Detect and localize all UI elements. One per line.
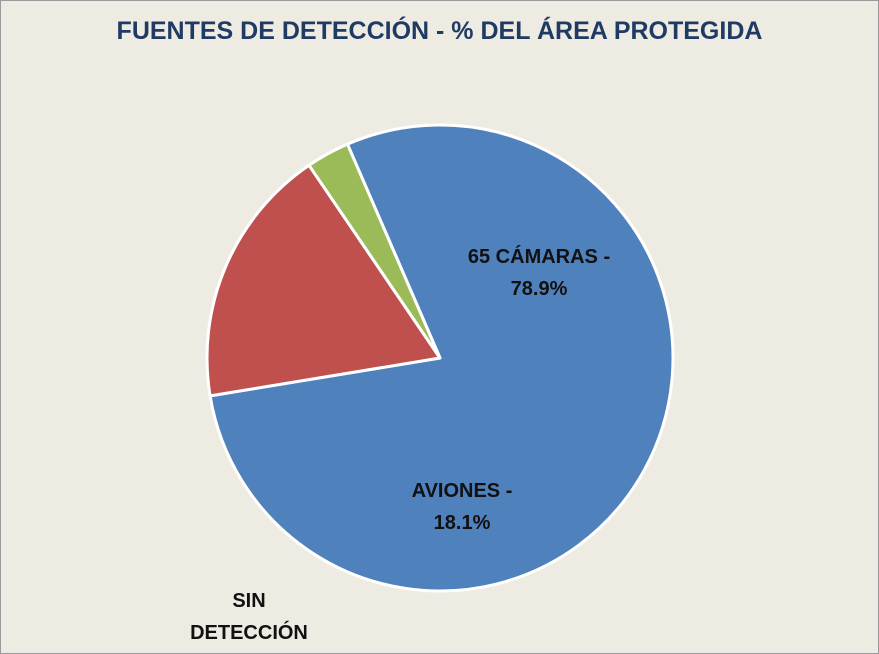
slice-label-line: DETECCIÓN [190,620,308,644]
slice-label-line: 65 CÁMARAS - [468,245,610,268]
slice-label-line: SIN [232,590,265,612]
slice-label-2: SIN DETECCIÓN [190,590,308,644]
slice-label-line: 78.9% [511,278,568,300]
pie-slice-0 [208,123,675,593]
pie-slice-1 [205,163,442,398]
slice-label-line: 18.1% [434,512,491,534]
slice-label-0: 65 CÁMARAS - 78.9% [468,245,610,300]
slice-label-line: AVIONES - [412,480,513,502]
chart-title: FUENTES DE DETECCIÓN - % DEL ÁREA PROTEG… [116,17,763,45]
pie-slice-2 [307,142,442,360]
slice-label-1: AVIONES - 18.1% [412,480,513,534]
